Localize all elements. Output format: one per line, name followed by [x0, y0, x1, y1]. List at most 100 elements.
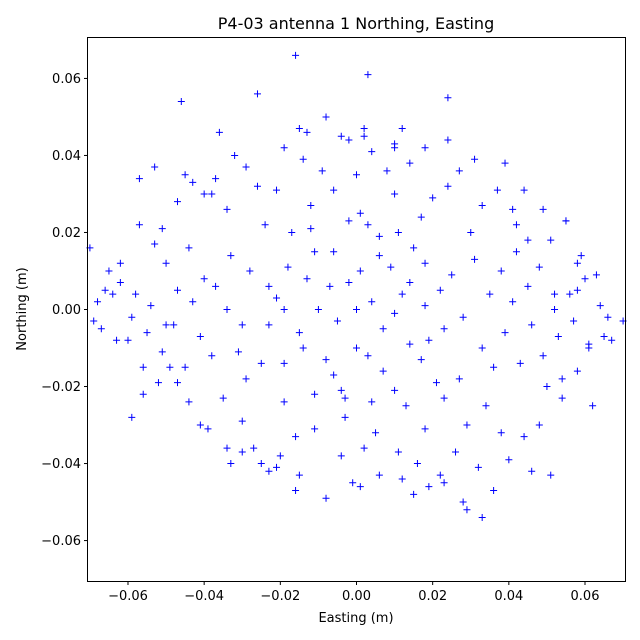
data-point	[573, 367, 581, 375]
data-point	[505, 456, 513, 464]
data-point	[512, 248, 520, 256]
data-point	[558, 394, 566, 402]
data-point	[398, 125, 406, 132]
data-point	[383, 167, 391, 175]
data-point	[231, 151, 239, 159]
data-point	[467, 228, 475, 236]
data-point	[174, 286, 181, 294]
data-point	[273, 463, 281, 471]
data-point	[490, 487, 498, 494]
data-point	[314, 306, 322, 313]
data-point	[234, 348, 242, 356]
data-point	[311, 248, 319, 256]
data-point	[181, 171, 189, 179]
data-point	[364, 71, 372, 79]
data-point	[139, 390, 147, 398]
data-point	[337, 132, 345, 140]
data-point	[421, 259, 429, 267]
data-point	[124, 336, 132, 344]
data-point	[471, 155, 479, 163]
data-point	[330, 371, 338, 379]
data-point	[356, 483, 364, 491]
data-point	[501, 159, 509, 167]
data-point	[398, 475, 406, 483]
data-point	[132, 290, 140, 298]
data-point	[368, 148, 376, 156]
data-point	[223, 306, 231, 313]
data-point	[128, 313, 136, 321]
data-point	[394, 448, 402, 456]
data-point	[478, 513, 486, 521]
data-point	[471, 255, 479, 263]
chart-title: P4-03 antenna 1 Northing, Easting	[218, 14, 494, 33]
data-point	[154, 379, 162, 387]
data-point	[330, 186, 338, 194]
data-point	[242, 163, 250, 171]
data-point	[311, 425, 319, 433]
x-tick-label: 0.04	[494, 589, 523, 604]
data-point	[295, 329, 303, 337]
data-point	[280, 398, 288, 406]
y-tick-label: 0.04	[52, 149, 81, 164]
data-point	[204, 425, 212, 433]
data-point	[353, 344, 360, 352]
data-point	[273, 186, 281, 194]
data-point	[432, 379, 440, 387]
x-tick-label: −0.04	[184, 589, 224, 604]
data-point	[493, 186, 501, 194]
data-point	[566, 290, 574, 298]
data-point	[200, 275, 208, 283]
data-point	[196, 421, 204, 429]
data-point	[322, 494, 330, 502]
data-point	[375, 252, 383, 260]
data-point	[440, 479, 448, 487]
data-point	[326, 282, 334, 290]
data-point	[200, 190, 208, 198]
data-point	[410, 490, 418, 498]
data-point	[406, 279, 414, 287]
data-point	[421, 425, 429, 433]
data-point	[516, 359, 524, 367]
data-point	[592, 271, 600, 279]
data-point	[360, 132, 368, 140]
data-point	[353, 306, 360, 313]
data-point	[238, 321, 246, 329]
data-point	[436, 471, 444, 479]
data-point	[448, 271, 456, 279]
data-point	[212, 282, 220, 290]
data-point	[307, 225, 315, 233]
data-point	[406, 340, 414, 348]
data-point	[353, 171, 360, 179]
data-point	[524, 236, 532, 244]
data-point	[162, 259, 170, 267]
data-point	[509, 298, 517, 306]
data-point	[223, 444, 231, 452]
data-point	[391, 386, 399, 394]
data-point	[151, 240, 159, 248]
data-point	[486, 290, 494, 298]
data-point	[379, 325, 387, 333]
data-point	[421, 144, 429, 152]
data-point	[581, 275, 589, 283]
data-point	[94, 298, 102, 306]
data-point	[246, 267, 254, 275]
data-point	[128, 413, 136, 421]
data-point	[570, 317, 578, 325]
data-point	[109, 290, 117, 298]
data-point	[573, 286, 581, 294]
data-point	[215, 128, 223, 136]
data-point	[410, 244, 418, 252]
data-point	[535, 421, 543, 429]
data-point	[337, 452, 345, 460]
data-point	[223, 205, 231, 213]
data-point	[543, 383, 551, 391]
data-point	[558, 375, 566, 383]
data-point	[425, 336, 433, 344]
data-point	[135, 221, 143, 229]
data-point	[596, 302, 604, 310]
data-point	[394, 228, 402, 236]
data-point	[341, 413, 349, 421]
data-point	[330, 248, 338, 256]
data-point	[257, 460, 265, 468]
y-axis: −0.06 −0.04 −0.02 0.00 0.02 0.04 0.06	[41, 72, 88, 549]
